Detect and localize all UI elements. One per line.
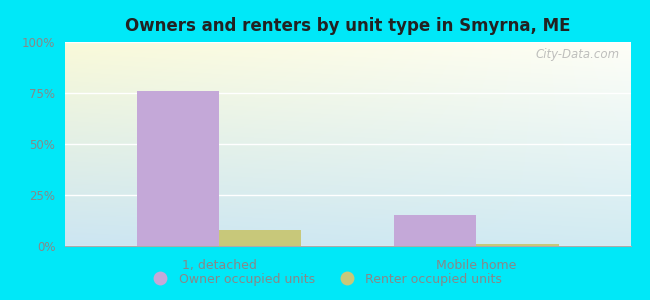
Text: City-Data.com: City-Data.com — [535, 48, 619, 61]
Bar — [219, 230, 302, 246]
Bar — [137, 91, 219, 246]
Bar — [394, 215, 476, 246]
Legend: Owner occupied units, Renter occupied units: Owner occupied units, Renter occupied un… — [143, 268, 507, 291]
Title: Owners and renters by unit type in Smyrna, ME: Owners and renters by unit type in Smyrn… — [125, 17, 571, 35]
Bar — [476, 244, 558, 246]
